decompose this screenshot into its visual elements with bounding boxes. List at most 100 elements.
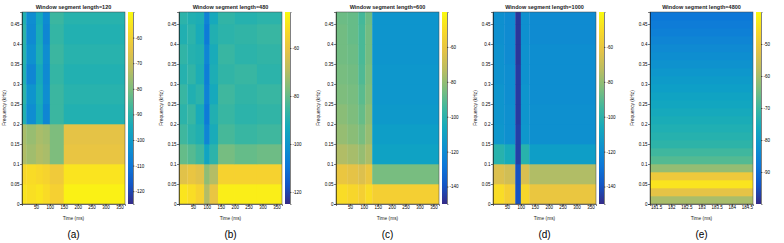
heatmap-cell: [650, 140, 753, 148]
y-tick-label: 0: [174, 202, 177, 207]
heatmap-cell: [650, 68, 753, 76]
colorbar: [599, 12, 604, 204]
heatmap-cell: [504, 104, 515, 124]
plot-frame: [493, 12, 596, 204]
y-tick-label: 0.15: [639, 142, 648, 147]
heatmap-cell: [504, 64, 515, 84]
title: Window segment length=1000: [505, 4, 584, 10]
y-tick: 0: [17, 202, 22, 207]
y-tick-label: 0.15: [11, 142, 20, 147]
heatmap-cell: [26, 12, 36, 24]
heatmap-cell: [64, 12, 125, 24]
heatmap-cell: [218, 84, 235, 104]
heatmap-cell: [493, 64, 504, 84]
colorbar-tick-label: -80: [607, 80, 614, 85]
y-tick-mark: [177, 164, 179, 165]
heatmap-cell: [235, 12, 258, 24]
heatmap-cell: [521, 124, 530, 144]
y-tick: 0.4: [641, 42, 650, 47]
heatmap-cells: [179, 12, 282, 204]
colorbar-tick: -120: [290, 190, 302, 195]
y-axis: 00.050.10.150.20.250.30.350.40.45: [482, 13, 494, 207]
x-tick-label: 150: [374, 205, 382, 210]
y-tick-label: 0.4: [641, 42, 648, 47]
heatmap-cell: [504, 12, 515, 24]
heatmap-cell: [504, 144, 515, 164]
heatmap-cell: [521, 84, 530, 104]
panel: 181.5182182.5183183.5184184.500.050.10.1…: [630, 4, 771, 240]
colorbar-axis-line: [762, 13, 763, 205]
colorbar-axis-line: [291, 13, 292, 205]
heatmap-cell: [521, 44, 530, 64]
heatmap-cell: [43, 12, 50, 24]
panel: 5010015020025030035000.050.10.150.20.250…: [316, 4, 459, 240]
y-tick-label: 0.35: [482, 62, 491, 67]
heatmap-cell: [43, 84, 50, 104]
x-tick-label: 350: [430, 205, 438, 210]
y-axis-line: [491, 13, 494, 205]
colorbar: [442, 12, 447, 204]
y-tick-mark: [334, 84, 336, 85]
colorbar-tick: -100: [604, 115, 616, 120]
heatmap-cell: [650, 180, 753, 188]
heatmap-cell: [26, 44, 36, 64]
colorbar-tick-mark: [133, 89, 135, 90]
y-tick: 0.2: [170, 122, 179, 127]
heatmap-cell: [257, 144, 282, 164]
y-tick: 0.25: [325, 102, 336, 107]
heatmap-cell: [204, 64, 210, 84]
heatmap-cell: [187, 104, 196, 124]
colorbar-tick: -80: [447, 80, 457, 85]
title: Window segment length=4800: [662, 4, 741, 10]
x-tick-label: 150: [217, 205, 225, 210]
colorbar-tick-mark: [761, 172, 763, 173]
x-tick: 250: [88, 204, 96, 210]
heatmap-cell: [358, 184, 365, 204]
x-tick: 150: [531, 204, 539, 210]
x-axis-title: Time (ms): [691, 216, 713, 221]
y-tick-mark: [648, 44, 650, 45]
heatmap-cell: [515, 64, 521, 84]
heatmap-cell: [650, 124, 753, 132]
heatmap-cell: [26, 164, 36, 184]
heatmap-cell: [187, 64, 196, 84]
x-tick: 350: [430, 204, 438, 210]
colorbar-tick: -50: [761, 42, 771, 47]
colorbar-tick-label: -50: [764, 42, 771, 47]
x-tick-label: 181.5: [651, 205, 663, 210]
x-axis: 50100150200250300350: [180, 204, 283, 210]
heatmap-cell: [358, 84, 365, 104]
x-tick: 100: [47, 204, 55, 210]
y-tick-mark: [491, 124, 493, 125]
x-tick: 50: [34, 204, 40, 210]
colorbar-tick-mark: [290, 192, 292, 193]
x-tick-label: 150: [60, 205, 68, 210]
y-tick-mark: [334, 64, 336, 65]
x-tick-label: 350: [273, 205, 281, 210]
heatmap-cell: [529, 44, 596, 64]
heatmap-cell: [493, 44, 504, 64]
x-tick: 250: [559, 204, 567, 210]
y-tick-label: 0.05: [639, 182, 648, 187]
x-tick: 300: [573, 204, 581, 210]
colorbar-tick-mark: [447, 47, 449, 48]
heatmap-cell: [196, 24, 205, 44]
heatmap-cell: [235, 64, 258, 84]
y-tick-mark: [491, 204, 493, 205]
y-tick: 0.45: [639, 22, 650, 27]
y-tick: 0.25: [639, 102, 650, 107]
heatmap-cell: [347, 64, 358, 84]
x-tick: 184.5: [742, 204, 754, 210]
y-tick-mark: [648, 124, 650, 125]
x-axis: 50100150200250300350: [494, 204, 597, 210]
heatmap-cell: [64, 184, 125, 204]
x-tick-label: 300: [573, 205, 581, 210]
x-tick-label: 300: [102, 205, 110, 210]
heatmap-cell: [365, 64, 372, 84]
y-tick: 0.3: [327, 82, 336, 87]
y-axis: 00.050.10.150.20.250.30.350.40.45: [168, 13, 180, 207]
heatmap-cell: [529, 84, 596, 104]
heatmap-cell: [64, 124, 125, 144]
colorbar: [128, 12, 133, 204]
y-tick-mark: [177, 104, 179, 105]
